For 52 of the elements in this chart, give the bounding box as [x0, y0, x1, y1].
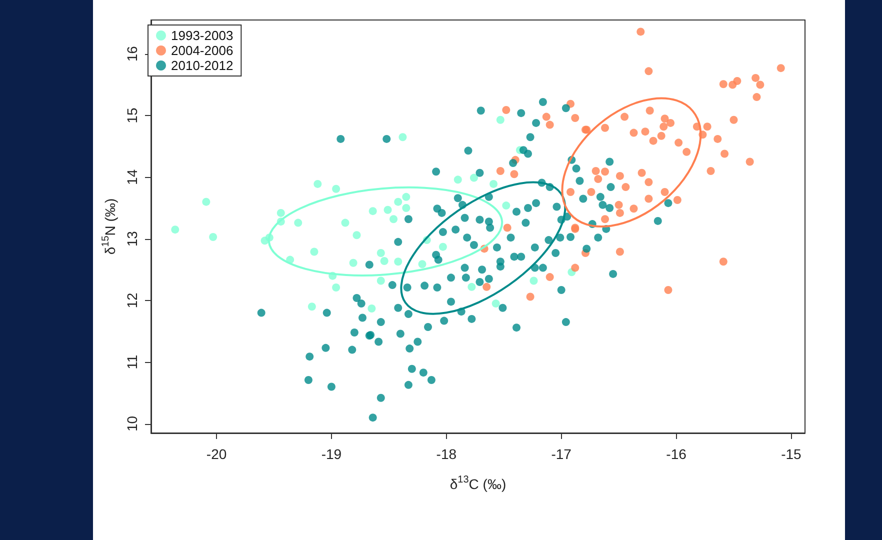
y-axis-title: δ15N (‰)	[100, 198, 118, 255]
point	[390, 215, 398, 224]
point	[332, 184, 340, 193]
point	[349, 258, 358, 267]
point	[438, 242, 447, 251]
point	[209, 232, 218, 241]
point	[496, 116, 504, 124]
point	[470, 174, 478, 182]
point	[308, 302, 316, 311]
point	[341, 218, 350, 227]
point	[468, 282, 476, 291]
point	[492, 300, 500, 308]
point	[368, 207, 377, 216]
x-tick-label: -18	[436, 446, 457, 462]
y-tick-label: 12	[124, 292, 140, 308]
point	[530, 276, 538, 285]
point	[394, 198, 402, 206]
point	[380, 257, 388, 266]
x-tick-label: -17	[551, 446, 572, 462]
point	[352, 231, 361, 240]
y-tick-label: 10	[124, 416, 140, 432]
point	[276, 208, 285, 217]
legend-label: 2004-2006	[171, 43, 234, 58]
y-tick-label: 16	[124, 46, 140, 62]
y-tick-label: 15	[124, 108, 140, 124]
point	[368, 304, 376, 312]
point	[502, 202, 510, 210]
y-tick-label: 13	[124, 230, 140, 247]
point	[202, 198, 210, 206]
y-tick-label: 11	[124, 354, 140, 370]
point	[314, 180, 322, 188]
x-tick-label: -15	[781, 446, 802, 462]
point	[310, 248, 318, 256]
point	[171, 226, 180, 234]
point	[398, 133, 407, 142]
legend-label: 2010-2012	[171, 58, 234, 73]
point	[376, 249, 385, 258]
point	[402, 204, 410, 212]
point	[394, 258, 402, 266]
x-tick-label: -20	[206, 446, 227, 462]
legend-label: 1993-2003	[171, 28, 234, 43]
point	[490, 180, 498, 188]
x-tick-label: -19	[321, 446, 342, 462]
point	[294, 218, 302, 227]
point	[454, 176, 462, 184]
x-tick-label: -16	[666, 446, 687, 462]
point	[384, 206, 392, 214]
point	[418, 260, 426, 268]
point	[332, 284, 340, 292]
point	[402, 192, 410, 201]
point	[376, 276, 385, 285]
y-tick-label: 14	[124, 169, 140, 185]
